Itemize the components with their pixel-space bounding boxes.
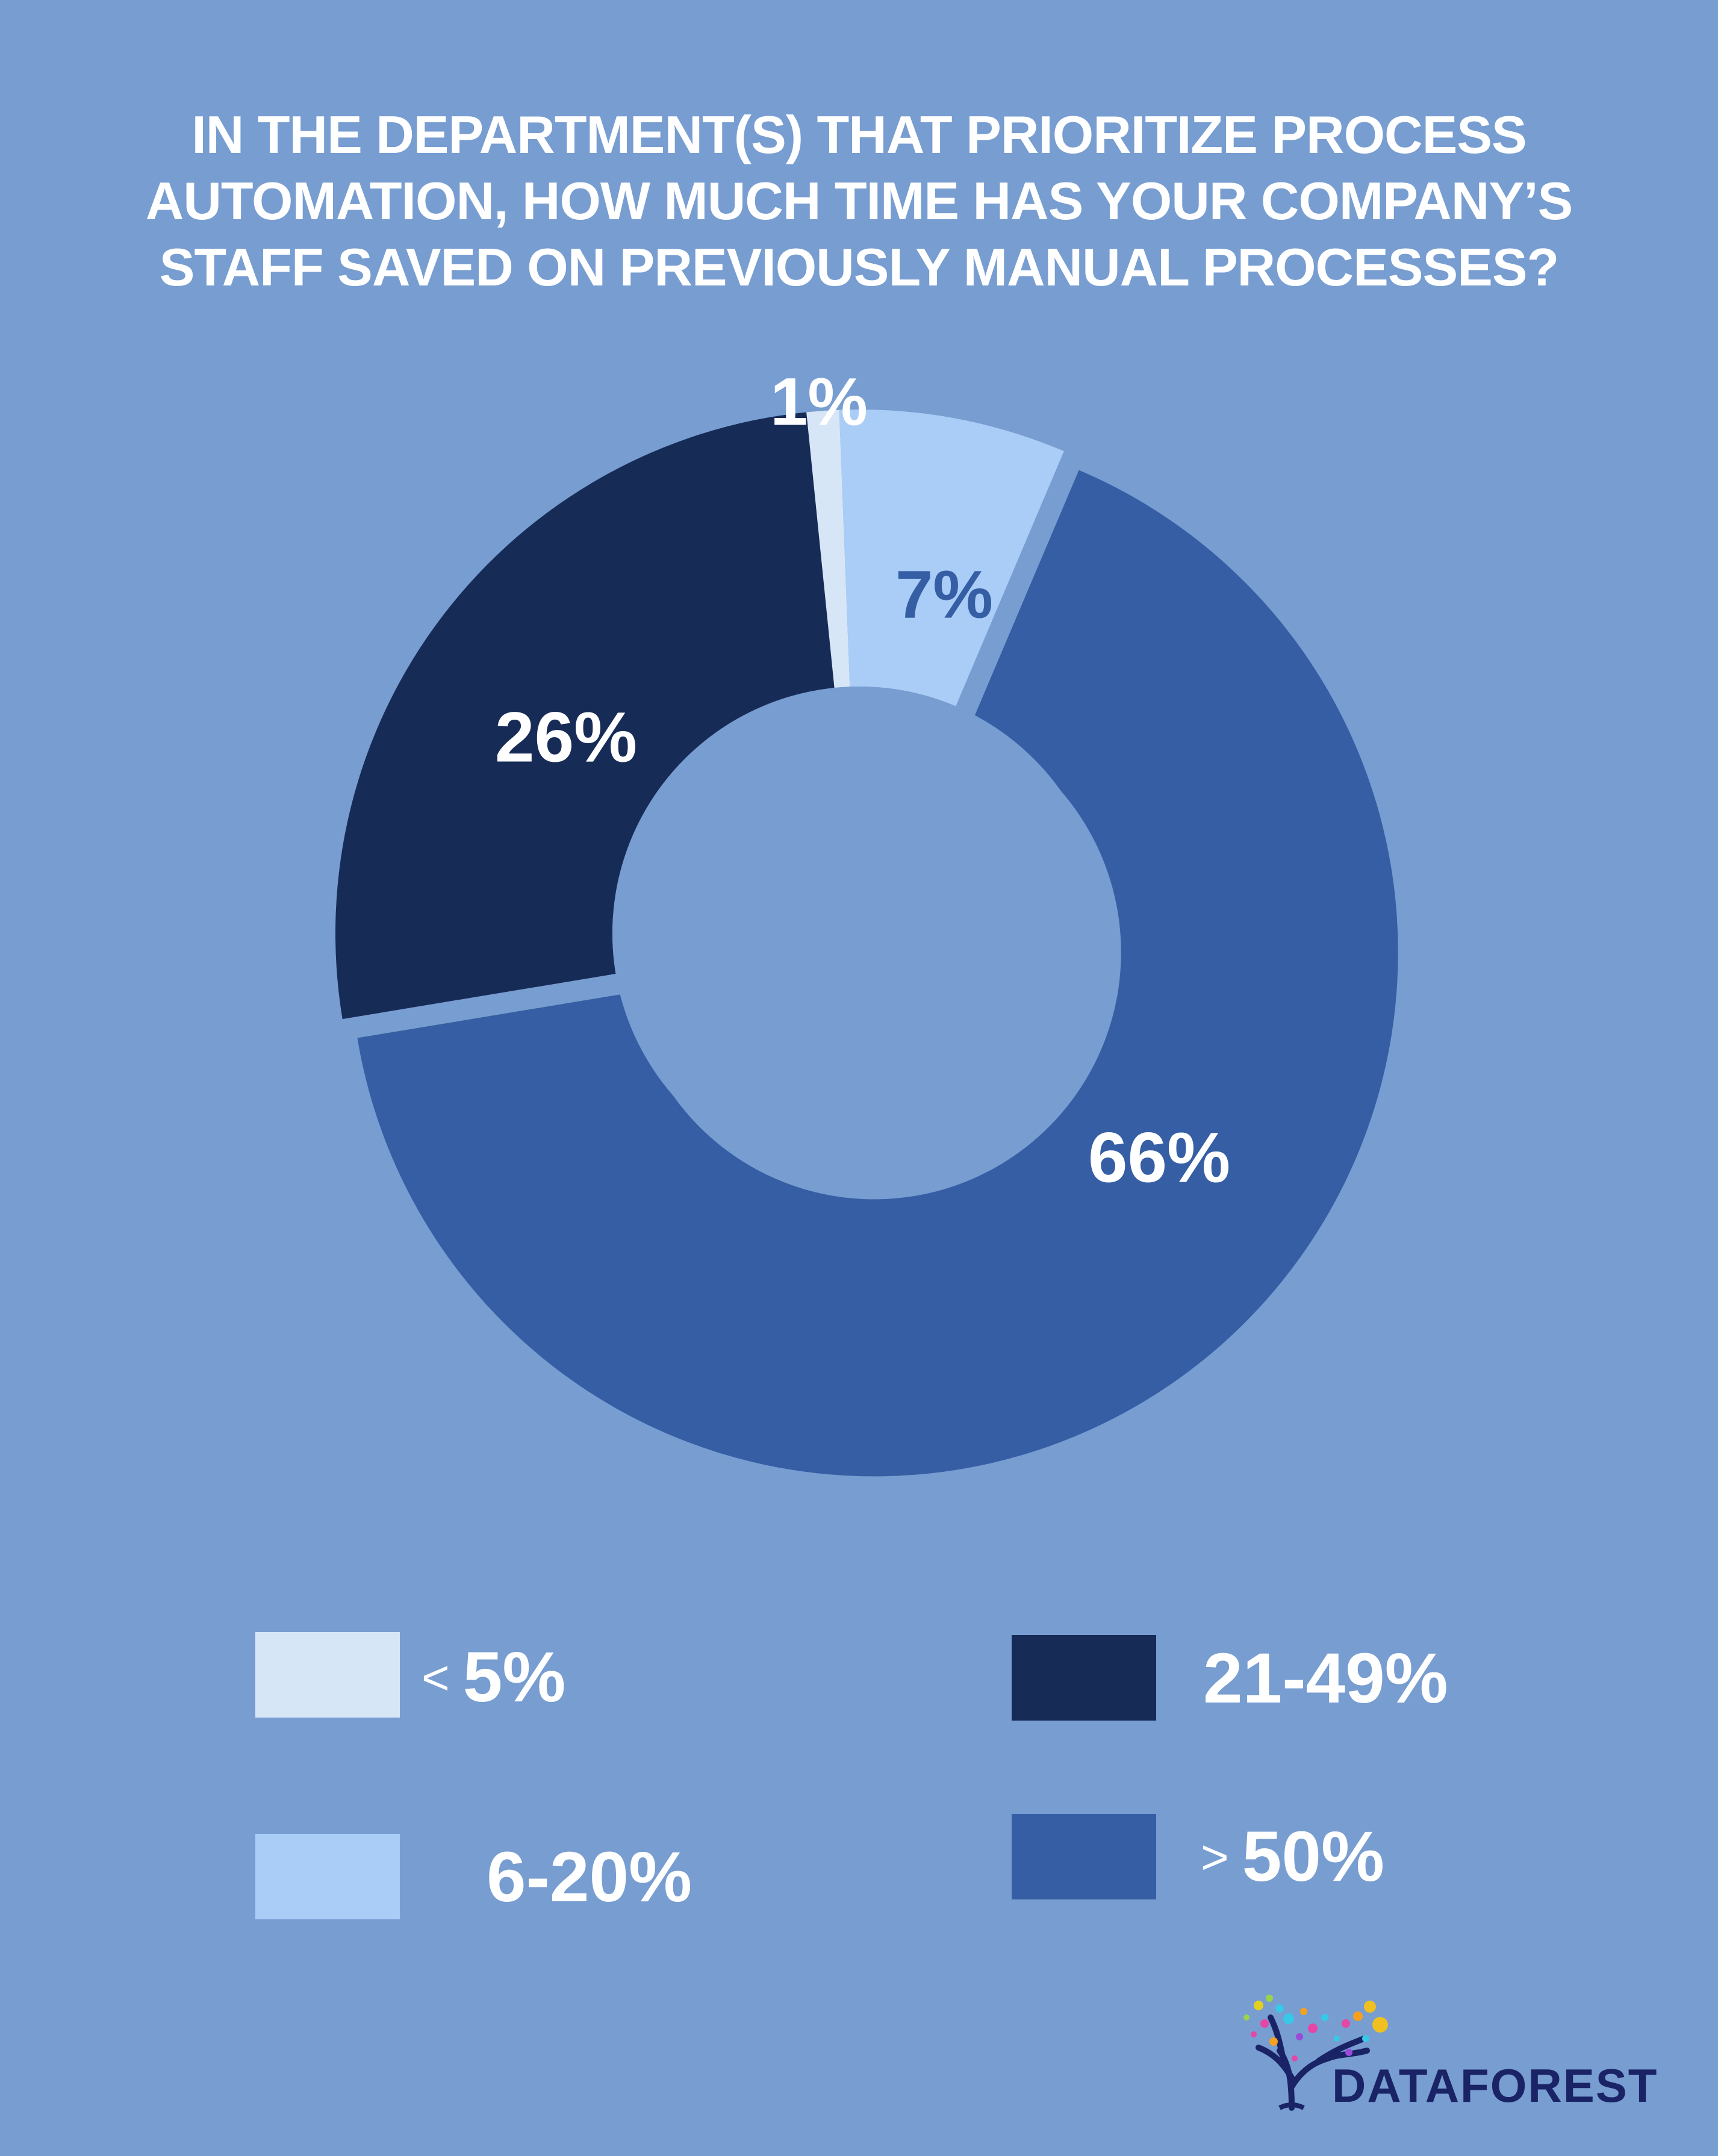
chart-title-line-3: STAFF SAVED ON PREVIOUSLY MANUAL PROCESS… (159, 237, 1560, 297)
legend-swatch-6-20 (255, 1834, 400, 1919)
donut-slice-1 (806, 410, 850, 688)
legend-text-21-49: 21-49% (1203, 1639, 1448, 1718)
logo-wordmark: DATAFOREST (1332, 2059, 1658, 2112)
slice-label-1: 1% (770, 364, 868, 439)
legend-swatch-lt5 (255, 1632, 400, 1718)
donut-slices (335, 410, 1398, 1477)
chart-title-line-2: AUTOMATION, HOW MUCH TIME HAS YOUR COMPA… (145, 171, 1573, 231)
legend-label-6-20: 6-20% (487, 1842, 692, 1913)
slice-label-3: 66% (1088, 1118, 1230, 1197)
slice-labels: 1% 7% 66% 26% (495, 364, 1230, 1197)
donut-slice-4 (335, 412, 835, 1020)
legend-label-21-49: 21-49% (1203, 1643, 1448, 1714)
legend-label-lt5: <5% (422, 1642, 565, 1713)
donut-slice-3 (357, 470, 1398, 1477)
chart-title-line-1: IN THE DEPARTMENT(S) THAT PRIORITIZE PRO… (191, 105, 1527, 164)
slice-label-2: 7% (895, 556, 993, 632)
less-than-symbol: < (422, 1651, 450, 1704)
legend-label-gt50: >50% (1201, 1821, 1384, 1892)
slice-label-4: 26% (495, 697, 637, 777)
legend-text-6-20: 6-20% (487, 1837, 692, 1917)
legend-text-lt5: 5% (462, 1637, 566, 1717)
legend-swatch-gt50 (1012, 1814, 1156, 1899)
donut-hole (612, 687, 1106, 1180)
donut-slice-2 (839, 410, 1064, 706)
greater-than-symbol: > (1201, 1830, 1229, 1884)
legend-swatch-21-49 (1012, 1635, 1156, 1721)
tree-icon (1243, 1995, 1388, 2111)
legend-text-gt50: 50% (1242, 1817, 1384, 1896)
